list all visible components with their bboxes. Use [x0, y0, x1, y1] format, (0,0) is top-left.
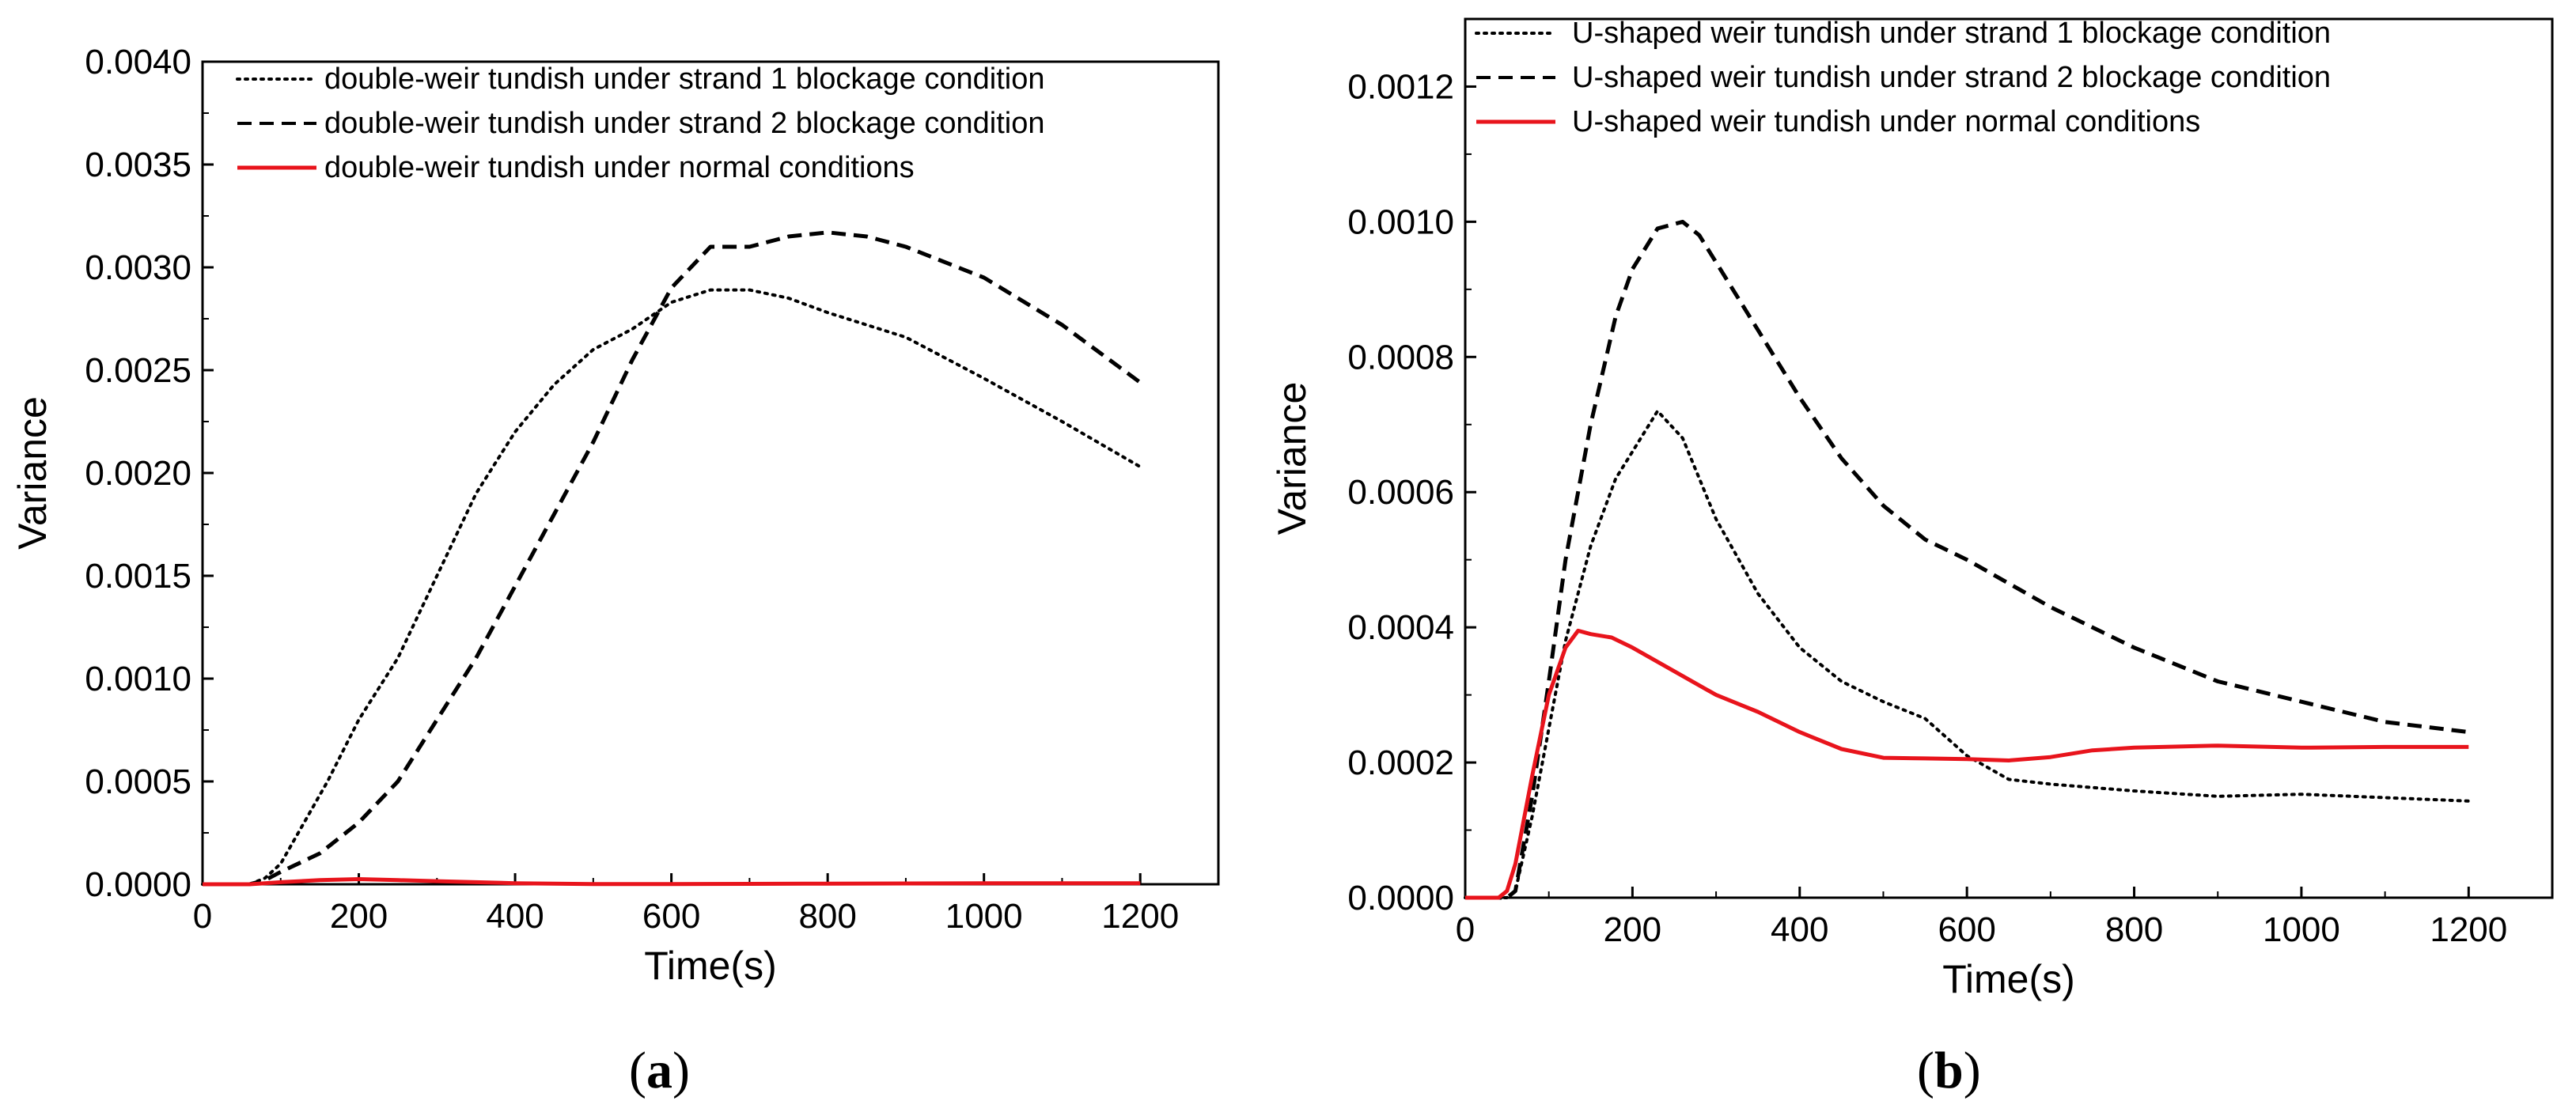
x-tick-label: 400 [486, 897, 544, 936]
y-axis-title: Variance [10, 396, 55, 550]
x-tick-label: 1000 [945, 897, 1023, 936]
y-tick-label: 0.0005 [85, 762, 191, 801]
y-tick-label: 0.0015 [85, 557, 191, 596]
y-axis-title: Variance [1270, 382, 1314, 535]
y-tick-label: 0.0008 [1347, 338, 1454, 376]
y-tick-label: 0.0010 [1347, 202, 1454, 241]
panel-label: (b) [1917, 1042, 1981, 1099]
series-line-3 [1465, 628, 2469, 900]
panel-label-close: ) [672, 1042, 690, 1099]
y-tick-label: 0.0025 [85, 351, 191, 390]
legend-label-2: U-shaped weir tundish under strand 2 blo… [1572, 61, 2331, 94]
x-tick-label: 1200 [2430, 910, 2507, 949]
series-line-2 [1465, 219, 2469, 900]
x-axis-title: Time(s) [1942, 957, 2075, 1001]
x-axis-title: Time(s) [644, 944, 777, 988]
x-tick-label: 1200 [1101, 897, 1179, 936]
x-tick-label: 200 [330, 897, 388, 936]
legend-label-1: U-shaped weir tundish under strand 1 blo… [1572, 17, 2331, 50]
x-tick-label: 0 [193, 897, 212, 936]
x-tick-label: 200 [1604, 910, 1661, 949]
y-tick-label: 0.0040 [85, 43, 191, 81]
series-line-2 [203, 230, 1142, 887]
panel-label-close: ) [1964, 1042, 1981, 1099]
y-tick-label: 0.0012 [1347, 67, 1454, 106]
y-tick-label: 0.0010 [85, 660, 191, 698]
panel-label: (a) [629, 1042, 690, 1099]
y-tick-label: 0.0035 [85, 146, 191, 184]
panel-label-letter: b [1934, 1042, 1964, 1099]
plot-frame [1464, 17, 2554, 899]
x-tick-label: 1000 [2263, 910, 2340, 949]
x-tick-label: 600 [1938, 910, 1995, 949]
panel-label-letter: a [646, 1042, 672, 1099]
x-tick-label: 600 [642, 897, 700, 936]
y-tick-label: 0.0006 [1347, 473, 1454, 512]
x-tick-label: 0 [1456, 910, 1475, 949]
panel-label-open: ( [1917, 1042, 1934, 1099]
panel-label-open: ( [629, 1042, 646, 1099]
legend-label-1: double-weir tundish under strand 1 block… [324, 62, 1044, 96]
legend-label-2: double-weir tundish under strand 2 block… [324, 107, 1044, 140]
plot-frame [201, 60, 1220, 886]
y-tick-label: 0.0000 [85, 865, 191, 904]
y-tick-label: 0.0000 [1347, 879, 1454, 917]
y-tick-label: 0.0004 [1347, 608, 1454, 647]
y-tick-label: 0.0020 [85, 454, 191, 493]
x-tick-label: 800 [2105, 910, 2163, 949]
y-tick-label: 0.0002 [1347, 743, 1454, 782]
series-line-1 [201, 288, 1142, 886]
series-line-3 [203, 877, 1141, 887]
x-tick-label: 400 [1771, 910, 1828, 949]
series-line-1 [1464, 409, 2471, 899]
panel-b: 0 200 400 600 800 1000 1200 0.0000 0.0002 0.0004 0… [1270, 17, 2554, 1099]
panel-a: 0 200 400 600 800 1000 1200 0.0000 0.0005 0.0010 0… [10, 43, 1220, 1099]
legend-label-3: double-weir tundish under normal conditi… [324, 151, 915, 184]
legend-label-3: U-shaped weir tundish under normal condi… [1572, 105, 2200, 138]
y-tick-label: 0.0030 [85, 248, 191, 287]
x-tick-label: 800 [798, 897, 856, 936]
